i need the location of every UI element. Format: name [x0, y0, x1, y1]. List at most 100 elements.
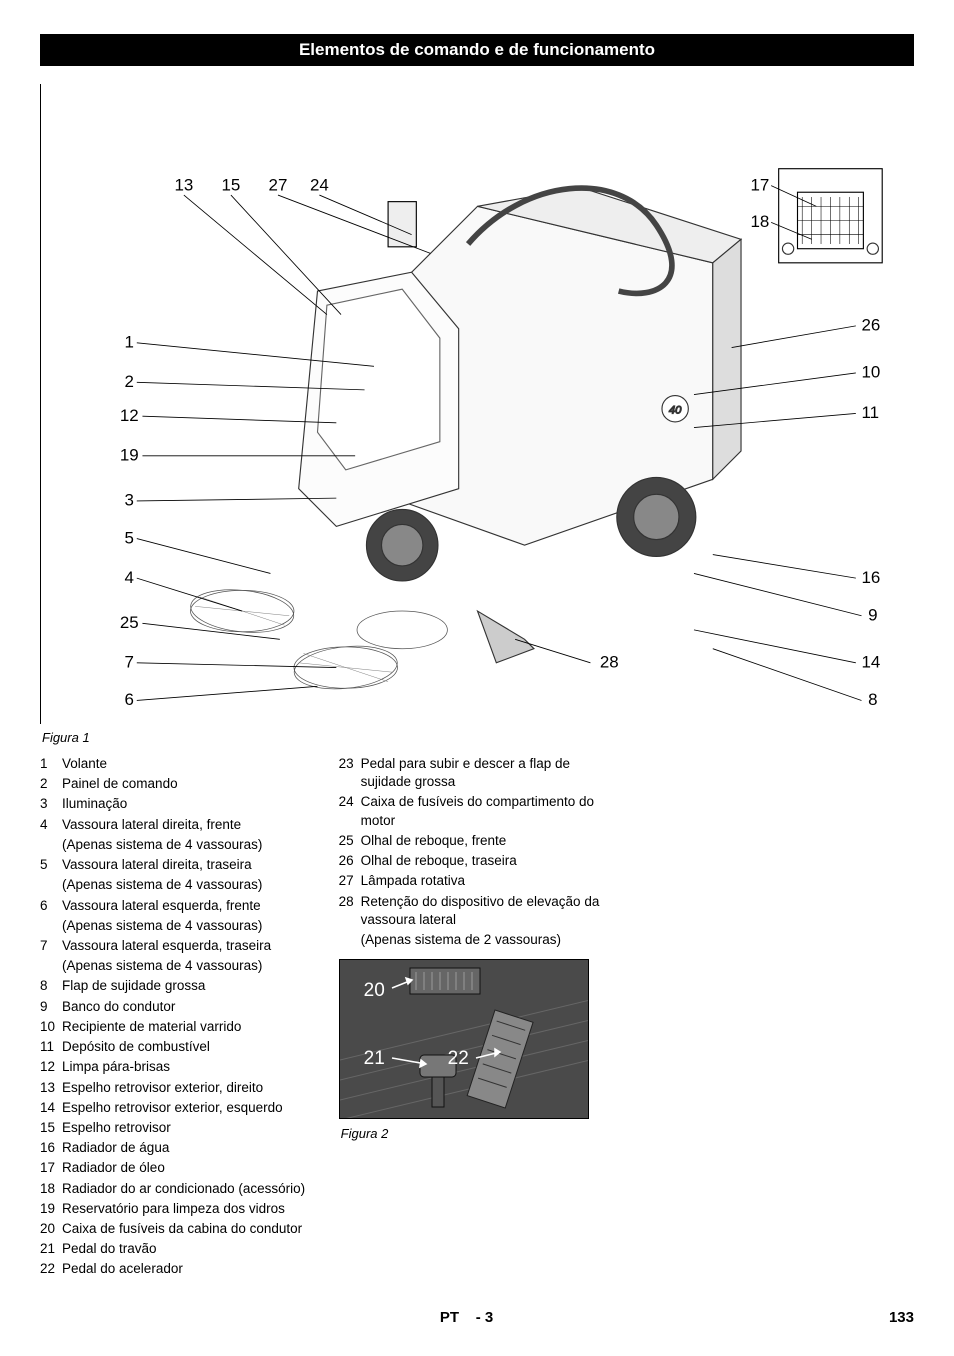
legend-num: 3	[40, 795, 62, 813]
legend-text: Depósito de combustível	[62, 1038, 317, 1056]
legend-item-8: 8Flap de sujidade grossa	[40, 977, 317, 995]
callout-27: 27	[269, 175, 288, 194]
callout-6: 6	[125, 690, 134, 709]
legend-item-9: 9Banco do condutor	[40, 998, 317, 1016]
svg-text:40: 40	[669, 404, 682, 416]
legend-num: 28	[339, 893, 361, 929]
legend-subtext: (Apenas sistema de 4 vassouras)	[40, 876, 317, 894]
legend-num: 14	[40, 1099, 62, 1117]
legend-num: 18	[40, 1180, 62, 1198]
fig2-label-20: 20	[364, 978, 385, 1004]
legend-item-17: 17Radiador de óleo	[40, 1159, 317, 1177]
legend-text: Radiador de óleo	[62, 1159, 317, 1177]
callout-15: 15	[222, 175, 241, 194]
callout-24: 24	[310, 175, 329, 194]
legend-num: 25	[339, 832, 361, 850]
footer-sep: -	[476, 1309, 481, 1326]
legend-text: Pedal do acelerador	[62, 1260, 317, 1278]
legend-item-27: 27Lâmpada rotativa	[339, 872, 616, 890]
legend-subtext: (Apenas sistema de 4 vassouras)	[40, 957, 317, 975]
callout-14: 14	[862, 653, 881, 672]
legend-num: 26	[339, 852, 361, 870]
figure-2-caption: Figura 2	[341, 1125, 616, 1143]
legend-num: 16	[40, 1139, 62, 1157]
legend-text: Vassoura lateral esquerda, traseira	[62, 937, 317, 955]
callout-8: 8	[868, 690, 877, 709]
legend-columns: 1Volante2Painel de comando3Iluminação4Va…	[40, 755, 914, 1281]
figure-1-diagram: 40 1315272412121935425762817182610111691…	[40, 84, 914, 724]
legend-num: 24	[339, 793, 361, 829]
fig2-label-21: 21	[364, 1046, 385, 1072]
legend-num: 19	[40, 1200, 62, 1218]
footer-sub: 3	[485, 1309, 493, 1326]
callout-18: 18	[750, 212, 769, 231]
callout-11: 11	[862, 403, 880, 422]
legend-text: Espelho retrovisor exterior, direito	[62, 1079, 317, 1097]
legend-text: Radiador do ar condicionado (acessório)	[62, 1180, 317, 1198]
legend-text: Radiador de água	[62, 1139, 317, 1157]
legend-text: Banco do condutor	[62, 998, 317, 1016]
legend-item-2: 2Painel de comando	[40, 775, 317, 793]
legend-item-12: 12Limpa pára-brisas	[40, 1058, 317, 1076]
legend-item-4: 4Vassoura lateral direita, frente	[40, 816, 317, 834]
legend-item-20: 20Caixa de fusíveis da cabina do conduto…	[40, 1220, 317, 1238]
legend-text: Pedal para subir e descer a flap de suji…	[361, 755, 616, 791]
callout-5: 5	[125, 528, 134, 547]
callout-25: 25	[120, 613, 139, 632]
legend-item-21: 21Pedal do travão	[40, 1240, 317, 1258]
legend-item-24: 24Caixa de fusíveis do compartimento do …	[339, 793, 616, 829]
legend-item-6: 6Vassoura lateral esquerda, frente	[40, 897, 317, 915]
legend-num: 11	[40, 1038, 62, 1056]
legend-text: Vassoura lateral direita, traseira	[62, 856, 317, 874]
callout-2: 2	[125, 372, 134, 391]
legend-num: 10	[40, 1018, 62, 1036]
legend-text: Flap de sujidade grossa	[62, 977, 317, 995]
legend-text: Vassoura lateral esquerda, frente	[62, 897, 317, 915]
legend-num: 20	[40, 1220, 62, 1238]
legend-item-16: 16Radiador de água	[40, 1139, 317, 1157]
legend-text: Lâmpada rotativa	[361, 872, 616, 890]
legend-text: Olhal de reboque, traseira	[361, 852, 616, 870]
legend-num: 27	[339, 872, 361, 890]
legend-item-7: 7Vassoura lateral esquerda, traseira	[40, 937, 317, 955]
callout-26: 26	[862, 316, 881, 335]
legend-text: Vassoura lateral direita, frente	[62, 816, 317, 834]
legend-item-19: 19Reservatório para limpeza dos vidros	[40, 1200, 317, 1218]
legend-text: Painel de comando	[62, 775, 317, 793]
legend-num: 12	[40, 1058, 62, 1076]
footer-page-number: 133	[889, 1309, 914, 1326]
figure-2-image: 202122	[339, 959, 589, 1119]
callout-9: 9	[868, 605, 877, 624]
legend-item-26: 26Olhal de reboque, traseira	[339, 852, 616, 870]
legend-item-13: 13Espelho retrovisor exterior, direito	[40, 1079, 317, 1097]
callout-12: 12	[120, 406, 139, 425]
legend-num: 17	[40, 1159, 62, 1177]
legend-num: 5	[40, 856, 62, 874]
legend-text: Espelho retrovisor	[62, 1119, 317, 1137]
legend-item-25: 25Olhal de reboque, frente	[339, 832, 616, 850]
legend-text: Iluminação	[62, 795, 317, 813]
callout-19: 19	[120, 445, 139, 464]
legend-num: 9	[40, 998, 62, 1016]
legend-num: 22	[40, 1260, 62, 1278]
legend-item-3: 3Iluminação	[40, 795, 317, 813]
callout-7: 7	[125, 653, 134, 672]
legend-num: 6	[40, 897, 62, 915]
legend-subtext: (Apenas sistema de 4 vassouras)	[40, 917, 317, 935]
legend-text: Reservatório para limpeza dos vidros	[62, 1200, 317, 1218]
legend-subtext: (Apenas sistema de 4 vassouras)	[40, 836, 317, 854]
legend-item-14: 14Espelho retrovisor exterior, esquerdo	[40, 1099, 317, 1117]
legend-item-15: 15Espelho retrovisor	[40, 1119, 317, 1137]
legend-item-10: 10Recipiente de material varrido	[40, 1018, 317, 1036]
footer-lang: PT	[440, 1309, 459, 1326]
callout-16: 16	[862, 568, 881, 587]
figure-1-caption: Figura 1	[42, 730, 914, 745]
legend-text: Olhal de reboque, frente	[361, 832, 616, 850]
legend-item-22: 22Pedal do acelerador	[40, 1260, 317, 1278]
callout-4: 4	[125, 568, 134, 587]
legend-num: 2	[40, 775, 62, 793]
legend-num: 13	[40, 1079, 62, 1097]
callout-10: 10	[862, 363, 881, 382]
legend-num: 4	[40, 816, 62, 834]
legend-col-3-spacer	[637, 755, 914, 1281]
